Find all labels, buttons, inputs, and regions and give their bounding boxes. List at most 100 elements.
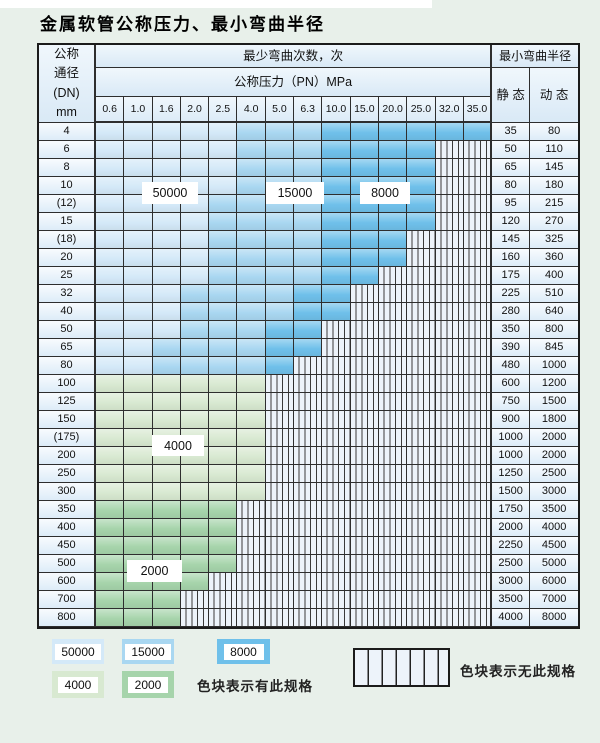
spec-cell-15000	[209, 357, 238, 375]
no-spec-cell	[378, 555, 408, 573]
spec-cell-50000	[180, 159, 210, 177]
no-spec-cell	[237, 555, 266, 573]
spec-cell-15000	[237, 249, 266, 267]
no-spec-cell	[435, 573, 464, 591]
pressure-col-header: 20.0	[378, 97, 408, 123]
dn-cell: 10	[39, 177, 96, 195]
dn-cell: 6	[39, 141, 96, 159]
no-spec-cell	[435, 483, 464, 501]
spec-cell-50000	[124, 303, 153, 321]
region-label-4000: 4000	[152, 435, 204, 456]
no-spec-cell	[463, 159, 493, 177]
no-spec-cell	[350, 519, 379, 537]
no-spec-cell	[407, 393, 436, 411]
legend-swatch-2000: 2000	[122, 671, 174, 698]
cycles-header: 最少弯曲次数，次	[96, 45, 493, 68]
no-spec-cell	[378, 537, 408, 555]
no-spec-cell	[322, 393, 351, 411]
static-value-cell: 4000	[492, 609, 531, 627]
static-value-cell: 1750	[492, 501, 531, 519]
no-spec-cell	[407, 609, 436, 627]
no-spec-cell	[378, 393, 408, 411]
no-spec-cell	[322, 483, 351, 501]
dynamic-value-cell: 215	[530, 195, 579, 213]
pressure-col-header: 25.0	[407, 97, 436, 123]
no-spec-cell	[435, 267, 464, 285]
spec-cell-15000	[237, 213, 266, 231]
pressure-col-header: 2.5	[209, 97, 238, 123]
dn-cell: 800	[39, 609, 96, 627]
no-spec-cell	[322, 519, 351, 537]
no-spec-cell	[435, 519, 464, 537]
no-spec-cell	[407, 537, 436, 555]
spec-cell-4000	[209, 411, 238, 429]
spec-cell-15000	[237, 231, 266, 249]
page-title: 金属软管公称压力、最小弯曲半径	[40, 15, 325, 34]
no-spec-cell	[435, 357, 464, 375]
no-spec-cell	[463, 393, 493, 411]
no-spec-cell	[463, 231, 493, 249]
region-label-2000: 2000	[127, 560, 182, 582]
no-spec-cell	[407, 591, 436, 609]
spec-cell-50000	[124, 357, 153, 375]
spec-cell-2000	[124, 537, 153, 555]
spec-cell-8000	[265, 339, 295, 357]
spec-cell-8000	[322, 303, 351, 321]
region-label-8000: 8000	[360, 182, 410, 204]
spec-cell-2000	[96, 591, 125, 609]
dynamic-value-cell: 8000	[530, 609, 579, 627]
spec-cell-15000	[237, 123, 266, 141]
no-spec-cell	[463, 177, 493, 195]
spec-cell-50000	[124, 231, 153, 249]
spec-cell-8000	[350, 267, 379, 285]
no-spec-cell	[350, 357, 379, 375]
dynamic-value-cell: 845	[530, 339, 579, 357]
dn-cell: 50	[39, 321, 96, 339]
no-spec-cell	[294, 591, 323, 609]
no-spec-cell	[237, 591, 266, 609]
spec-cell-8000	[265, 321, 295, 339]
pressure-col-header: 35.0	[463, 97, 493, 123]
static-value-cell: 390	[492, 339, 531, 357]
spec-cell-50000	[152, 213, 181, 231]
spec-cell-8000	[350, 123, 379, 141]
spec-cell-50000	[96, 249, 125, 267]
dn-cell: 20	[39, 249, 96, 267]
no-spec-cell	[435, 339, 464, 357]
no-spec-cell	[265, 519, 295, 537]
no-spec-cell	[463, 447, 493, 465]
dn-cell: 100	[39, 375, 96, 393]
spec-cell-15000	[237, 303, 266, 321]
spec-cell-4000	[180, 483, 210, 501]
no-spec-cell	[463, 591, 493, 609]
legend-swatch-4000: 4000	[52, 671, 104, 698]
no-spec-cell	[435, 609, 464, 627]
spec-cell-50000	[124, 123, 153, 141]
no-spec-cell	[463, 213, 493, 231]
spec-cell-8000	[322, 123, 351, 141]
spec-cell-50000	[124, 249, 153, 267]
spec-cell-15000	[180, 339, 210, 357]
spec-cell-8000	[350, 213, 379, 231]
spec-cell-50000	[124, 213, 153, 231]
top-white-strip	[0, 0, 432, 8]
spec-cell-2000	[180, 501, 210, 519]
no-spec-cell	[294, 357, 323, 375]
no-spec-cell	[463, 609, 493, 627]
no-spec-cell	[350, 375, 379, 393]
dynamic-value-cell: 145	[530, 159, 579, 177]
dynamic-value-cell: 80	[530, 123, 579, 141]
spec-cell-8000	[435, 123, 464, 141]
spec-cell-4000	[209, 483, 238, 501]
no-spec-cell	[407, 411, 436, 429]
dynamic-header: 动 态	[530, 68, 579, 123]
no-spec-cell	[463, 339, 493, 357]
spec-cell-4000	[152, 393, 181, 411]
no-spec-cell	[463, 501, 493, 519]
spec-cell-8000	[378, 231, 408, 249]
dn-cell: 600	[39, 573, 96, 591]
dn-cell: 25	[39, 267, 96, 285]
spec-cell-4000	[152, 465, 181, 483]
spec-cell-50000	[152, 267, 181, 285]
spec-cell-8000	[378, 249, 408, 267]
